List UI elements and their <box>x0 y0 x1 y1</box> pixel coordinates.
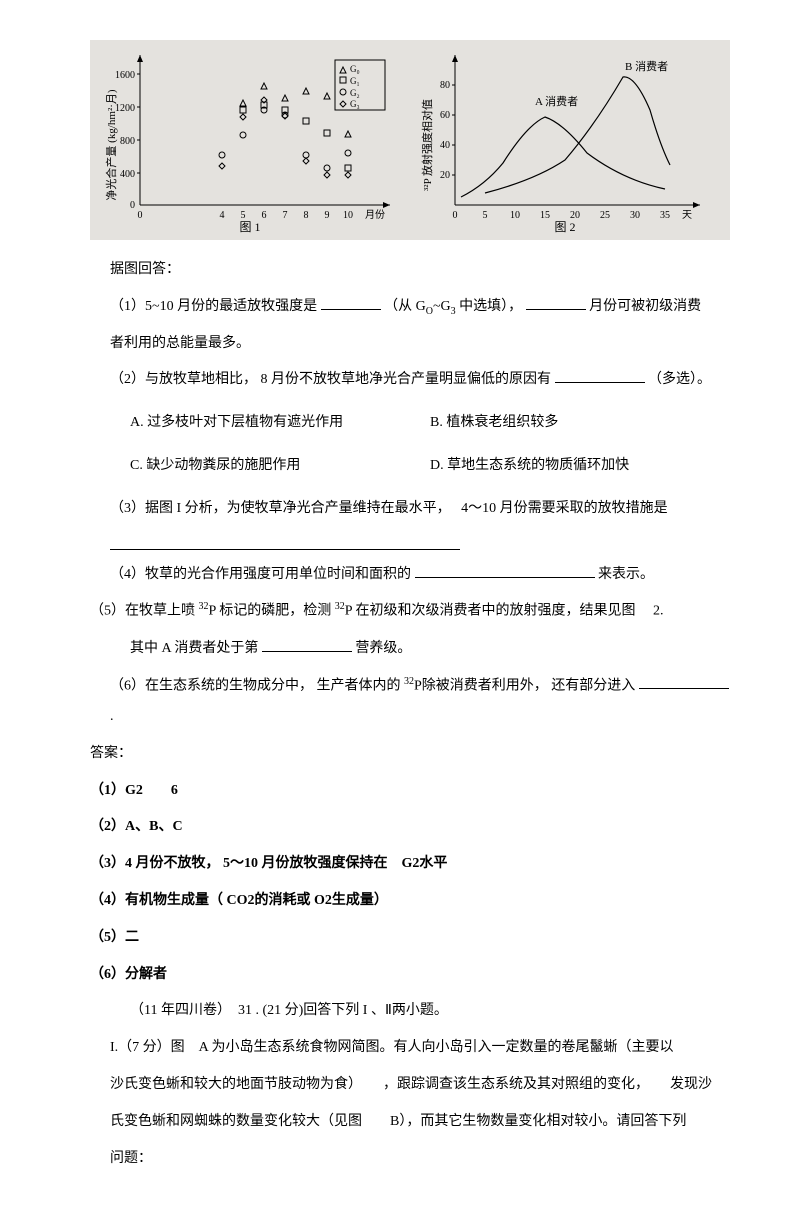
q6-text-a: （6）在生态系统的生物成分中， 生产者体内的 <box>110 678 401 693</box>
option-a: A. 过多枝叶对下层植物有遮光作用 <box>130 408 430 439</box>
next-p1: I.（7 分）图 A 为小岛生态系统食物网简图。有人向小岛引入一定数量的卷尾鬣蜥… <box>110 1033 730 1064</box>
next-p2: 沙氏变色蜥和较大的地面节肢动物为食） ，跟踪调查该生态系统及其对照组的变化， 发… <box>110 1070 730 1101</box>
svg-text:35: 35 <box>660 210 670 221</box>
svg-text:1200: 1200 <box>115 103 135 114</box>
svg-text:400: 400 <box>120 169 135 180</box>
q5-text-f: 营养级。 <box>355 641 411 656</box>
svg-text:净光合产量 (kg/hm²·月): 净光合产量 (kg/hm²·月) <box>104 89 118 200</box>
answer-6: （6）分解者 <box>90 960 730 991</box>
svg-text:8: 8 <box>304 210 309 221</box>
svg-text:0: 0 <box>138 210 143 221</box>
svg-text:1600: 1600 <box>115 70 135 81</box>
answer-2: （2）A、B、C <box>90 812 730 843</box>
svg-text:10: 10 <box>343 210 353 221</box>
svg-text:25: 25 <box>600 210 610 221</box>
blank <box>526 295 586 310</box>
option-b: B. 植株衰老组织较多 <box>430 408 730 439</box>
chart2-caption: 图 2 <box>554 220 575 234</box>
q2-tail: （多选）。 <box>648 372 711 387</box>
q1-text-a: （1）5~10 月份的最适放牧强度是 <box>110 299 317 314</box>
svg-text:³²P 放射强度相对值: ³²P 放射强度相对值 <box>420 99 434 191</box>
svg-text:80: 80 <box>440 80 450 91</box>
svg-text:4: 4 <box>220 210 225 221</box>
q5-text-c: P 在初级和次级消费者中的放射强度，结果见图 <box>345 604 636 619</box>
answer-3: （3）4 月份不放牧， 5～10 月份放牧强度保持在 G2水平 <box>90 849 730 880</box>
blank <box>262 637 352 652</box>
chart-1: 0 400 800 1200 1600 0 <box>95 45 405 235</box>
q5-text-a: （5）在牧草上喷 <box>90 604 195 619</box>
svg-text:20: 20 <box>440 170 450 181</box>
svg-text:15: 15 <box>540 210 550 221</box>
question-5: （5）在牧草上喷 32P 标记的磷肥，检测 32P 在初级和次级消费者中的放射强… <box>90 596 730 627</box>
svg-text:G₁: G₁ <box>350 76 360 86</box>
q6-text-b: P除被消费者利用外， 还有部分进入 <box>414 678 635 693</box>
question-2: （2）与放牧草地相比， 8 月份不放牧草地净光合产量明显偏低的原因有 （多选）。 <box>110 365 730 396</box>
blank <box>639 674 729 689</box>
svg-text:6: 6 <box>262 210 267 221</box>
next-p4: 问题： <box>110 1144 730 1175</box>
svg-text:A 消费者: A 消费者 <box>535 94 578 108</box>
svg-text:0: 0 <box>130 200 135 211</box>
sup-32: 32 <box>404 676 414 687</box>
sup-32: 32 <box>199 601 209 612</box>
option-d: D. 草地生态系统的物质循环加快 <box>430 451 730 482</box>
q3-text-b: 4～10 月份需要采取的放牧措施是 <box>461 501 668 516</box>
blank <box>321 295 381 310</box>
svg-text:60: 60 <box>440 110 450 121</box>
svg-text:月份: 月份 <box>365 209 385 221</box>
q1-text-d: 中选填）， <box>456 299 523 314</box>
svg-text:9: 9 <box>325 210 330 221</box>
answer-4: （4）有机物生成量（ CO2的消耗或 O2生成量） <box>90 886 730 917</box>
svg-text:G₂: G₂ <box>350 88 360 98</box>
sub-o: O <box>426 306 433 317</box>
blank-line <box>110 535 460 550</box>
sup-32: 32 <box>335 601 345 612</box>
svg-text:G₃: G₃ <box>350 99 360 109</box>
chart1-caption: 图 1 <box>239 220 260 234</box>
question-1: （1）5~10 月份的最适放牧强度是 （从 GO~G3 中选填）， 月份可被初级… <box>110 292 730 323</box>
answers-section: （1）G2 6 （2）A、B、C （3）4 月份不放牧， 5～10 月份放牧强度… <box>90 776 730 991</box>
blank <box>415 563 595 578</box>
options-row: A. 过多枝叶对下层植物有遮光作用 B. 植株衰老组织较多 C. 缺少动物粪尿的… <box>130 402 730 488</box>
q2-text: （2）与放牧草地相比， 8 月份不放牧草地净光合产量明显偏低的原因有 <box>110 372 551 387</box>
q4-text-a: （4）牧草的光合作用强度可用单位时间和面积的 <box>110 567 411 582</box>
q5-text-e: 其中 A 消费者处于第 <box>130 641 258 656</box>
answer-5: （5）二 <box>90 923 730 954</box>
svg-text:10: 10 <box>510 210 520 221</box>
q6-text-c: . <box>110 709 114 724</box>
chart-2: 2040 6080 0510 152025 3035 天 <box>415 45 725 235</box>
svg-text:5: 5 <box>483 210 488 221</box>
q1-text-e: 月份可被初级消费 <box>589 299 701 314</box>
answer-1: （1）G2 6 <box>90 776 730 807</box>
next-source: （11 年四川卷） 31 . (21 分)回答下列 I 、Ⅱ两小题。 <box>130 996 730 1027</box>
svg-text:0: 0 <box>453 210 458 221</box>
intro-text: 据图回答： <box>110 255 730 286</box>
next-p3: 氏变色蜥和网蜘蛛的数量变化较大（见图 B），而其它生物数量变化相对较小。请回答下… <box>110 1107 730 1138</box>
q1-text-b: （从 G <box>384 299 426 314</box>
svg-text:7: 7 <box>283 210 288 221</box>
charts-row: 0 400 800 1200 1600 0 <box>90 40 730 240</box>
question-6: （6）在生态系统的生物成分中， 生产者体内的 32P除被消费者利用外， 还有部分… <box>110 671 730 733</box>
svg-text:40: 40 <box>440 140 450 151</box>
answers-title: 答案： <box>90 739 730 770</box>
q5-text-d: 2. <box>653 604 664 619</box>
q4-text-b: 来表示。 <box>598 567 654 582</box>
q1-text-c: ~G <box>433 299 451 314</box>
svg-text:800: 800 <box>120 136 135 147</box>
page-container: 0 400 800 1200 1600 0 <box>0 0 800 1220</box>
blank <box>555 368 645 383</box>
q5-text-b: P 标记的磷肥，检测 <box>209 604 332 619</box>
q5-cont: 其中 A 消费者处于第 营养级。 <box>130 634 730 665</box>
svg-text:天: 天 <box>682 210 692 221</box>
option-c: C. 缺少动物粪尿的施肥作用 <box>130 451 430 482</box>
question-4: （4）牧草的光合作用强度可用单位时间和面积的 来表示。 <box>110 560 730 591</box>
question-3: （3）据图 I 分析，为使牧草净光合产量维持在最水平， 4～10 月份需要采取的… <box>110 494 730 525</box>
svg-text:30: 30 <box>630 210 640 221</box>
svg-text:B 消费者: B 消费者 <box>625 59 668 73</box>
q3-text-a: （3）据图 I 分析，为使牧草净光合产量维持在最水平， <box>110 501 444 516</box>
svg-text:G₀: G₀ <box>350 64 360 74</box>
q1-cont: 者利用的总能量最多。 <box>110 329 730 360</box>
